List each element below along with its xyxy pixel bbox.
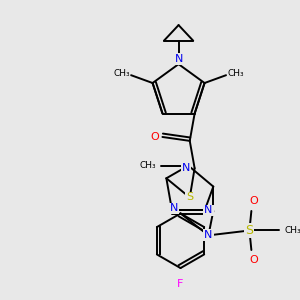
Text: N: N: [174, 54, 183, 64]
Text: N: N: [204, 230, 213, 240]
Text: O: O: [249, 196, 258, 206]
Text: N: N: [170, 203, 178, 214]
Text: N: N: [182, 163, 190, 172]
Text: O: O: [249, 255, 258, 265]
Text: CH₃: CH₃: [139, 161, 156, 170]
Text: CH₃: CH₃: [113, 69, 130, 78]
Text: CH₃: CH₃: [227, 69, 244, 78]
Text: S: S: [245, 224, 253, 237]
Text: CH₃: CH₃: [284, 226, 300, 235]
Text: F: F: [177, 279, 184, 289]
Text: O: O: [150, 132, 159, 142]
Text: N: N: [204, 206, 213, 215]
Text: S: S: [186, 193, 193, 202]
